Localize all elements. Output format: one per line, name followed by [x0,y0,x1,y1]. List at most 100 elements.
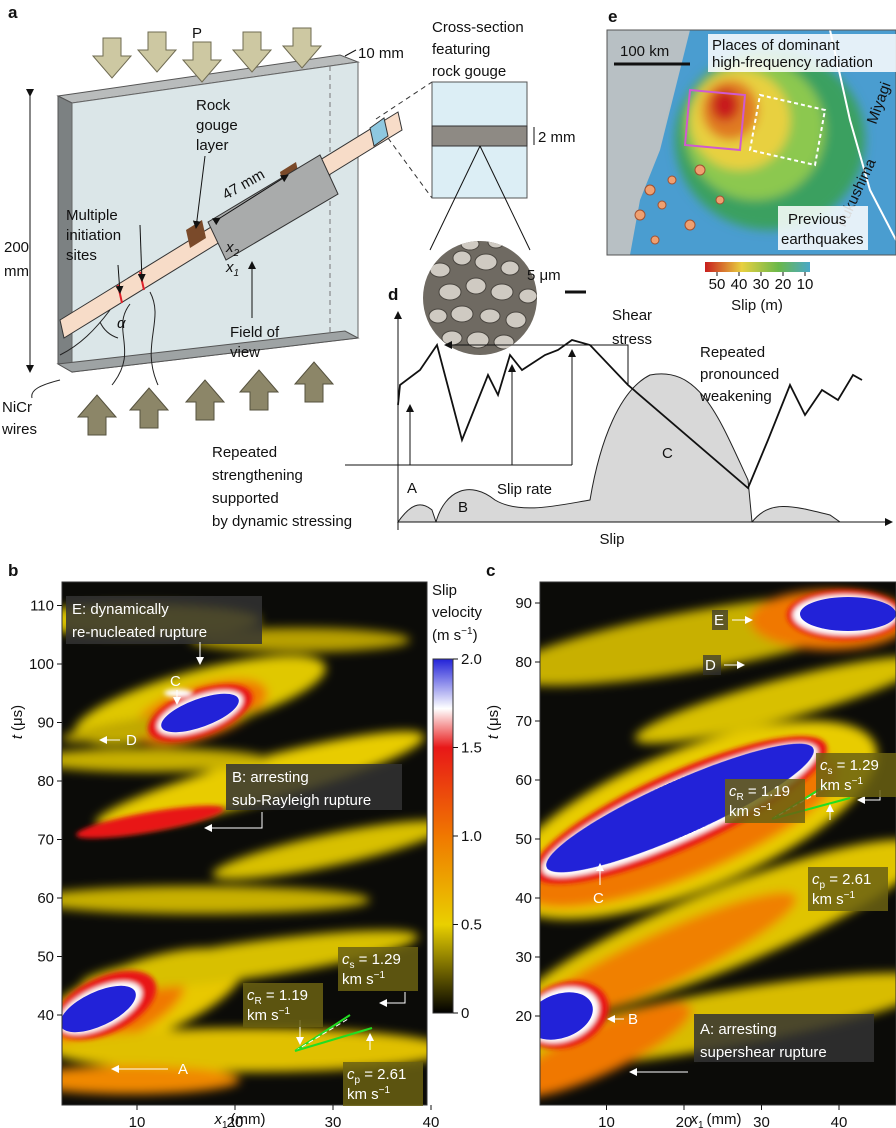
angle-arc [99,321,119,339]
x-axis-label: x1 (mm) [213,1111,265,1128]
label-box [708,34,896,72]
y-tick-label: 40 [515,890,532,907]
subscript: R [255,996,262,1007]
panel-label: e [608,7,617,26]
speed-label: cs = 1.29 [342,951,401,971]
colorbar-tick-label: 40 [731,276,748,293]
panel-b: b E: dynam [8,561,483,1128]
symbol: t [485,734,502,739]
wires-label: wires [1,421,37,438]
gouge-label: layer [196,137,229,154]
y-axis-label: t (μs) [9,705,26,739]
x-tick-label: 30 [753,1114,770,1128]
fov-label: view [230,344,260,361]
y-axis-label: t (μs) [485,705,502,739]
panel-c: c E D C B A: arre [485,561,896,1128]
gouge-cut [186,220,206,248]
annotation: B: arresting [232,769,309,786]
annotation: supported [212,490,279,507]
arrows [345,341,629,466]
unit: ) [473,627,478,644]
plot-frame [61,581,428,1106]
annotation: strengthening [212,467,303,484]
peak-label: C [662,445,673,462]
unit: km s [342,971,374,988]
value: = 1.19 [262,987,308,1004]
fov-label: Field of [230,324,280,341]
subscript: 1 [234,268,240,279]
unit: (μs) [485,705,502,731]
superscript: −1 [852,776,864,787]
colorbar-title: (m s−1) [432,626,478,644]
speed-unit: km s−1 [729,802,773,820]
subscript: p [820,880,826,891]
leader [387,137,433,199]
subscript: s [350,960,355,971]
unit: km s [347,1086,379,1103]
max-slip [161,693,239,733]
shape [444,341,629,385]
value: = 1.19 [744,783,790,800]
subscript: 1 [222,1120,228,1128]
axis-x2: x2 [225,239,240,259]
shape [293,361,335,403]
speed-label: cs = 1.29 [820,757,879,777]
superscript: −1 [374,970,386,981]
speed-unit: km s−1 [247,1006,291,1024]
speed-label: cp = 2.61 [812,871,871,891]
value: = 2.61 [825,871,871,888]
symbol: c [347,1066,355,1083]
y-tick-label: 90 [37,715,54,732]
symbol: x [225,259,234,276]
scale-label: 100 km [620,43,669,60]
shape [711,89,739,121]
shape [136,31,178,73]
shape [490,283,514,301]
x-axis-label: x1 (mm) [689,1111,741,1128]
panel-label: d [388,285,398,304]
shape [500,260,520,276]
trench [829,30,896,241]
peak-label: B [458,499,468,516]
shape [452,250,472,266]
dim-tick [344,49,357,57]
annotation: pronounced [700,366,779,383]
hf-region [683,88,747,152]
speed-unit: km s−1 [812,890,856,908]
annotation: Shear [612,307,652,324]
initiation-label: initiation [66,227,121,244]
annotation: sub-Rayleigh rupture [232,792,371,809]
x-tick-label: 10 [598,1114,615,1128]
annotation: Repeated [212,444,277,461]
annotation: A: arresting [700,1021,777,1038]
wire [31,379,61,399]
colorbar-title: Slip (m) [731,297,783,314]
superscript: −1 [844,890,856,901]
unit: km s [820,777,852,794]
wires-label: NiCr [2,399,32,416]
label-box [808,867,888,911]
annotation: E [714,612,724,629]
section-marker [369,117,389,147]
speed-line [294,1018,349,1052]
max-slip [62,985,136,1033]
unit: (m s [432,627,461,644]
speed-unit: km s−1 [347,1085,391,1103]
y-tick-label: 70 [515,713,532,730]
previous-label: Previous [788,211,846,228]
annotation: by dynamic stressing [212,513,352,530]
panel-e: e 100 km Places of dominant high-frequen… [606,7,896,314]
symbol: t [9,734,26,739]
annotation: B [628,1011,638,1028]
initiation-label: sites [66,247,97,264]
symbol: c [729,783,737,800]
shape [441,330,463,346]
gouge-band [431,125,528,147]
gouge-thickness: 2 mm [538,129,576,146]
cross-section-title: rock gouge [432,63,506,80]
shape [540,1002,692,1098]
cross-section-title: featuring [432,41,490,58]
